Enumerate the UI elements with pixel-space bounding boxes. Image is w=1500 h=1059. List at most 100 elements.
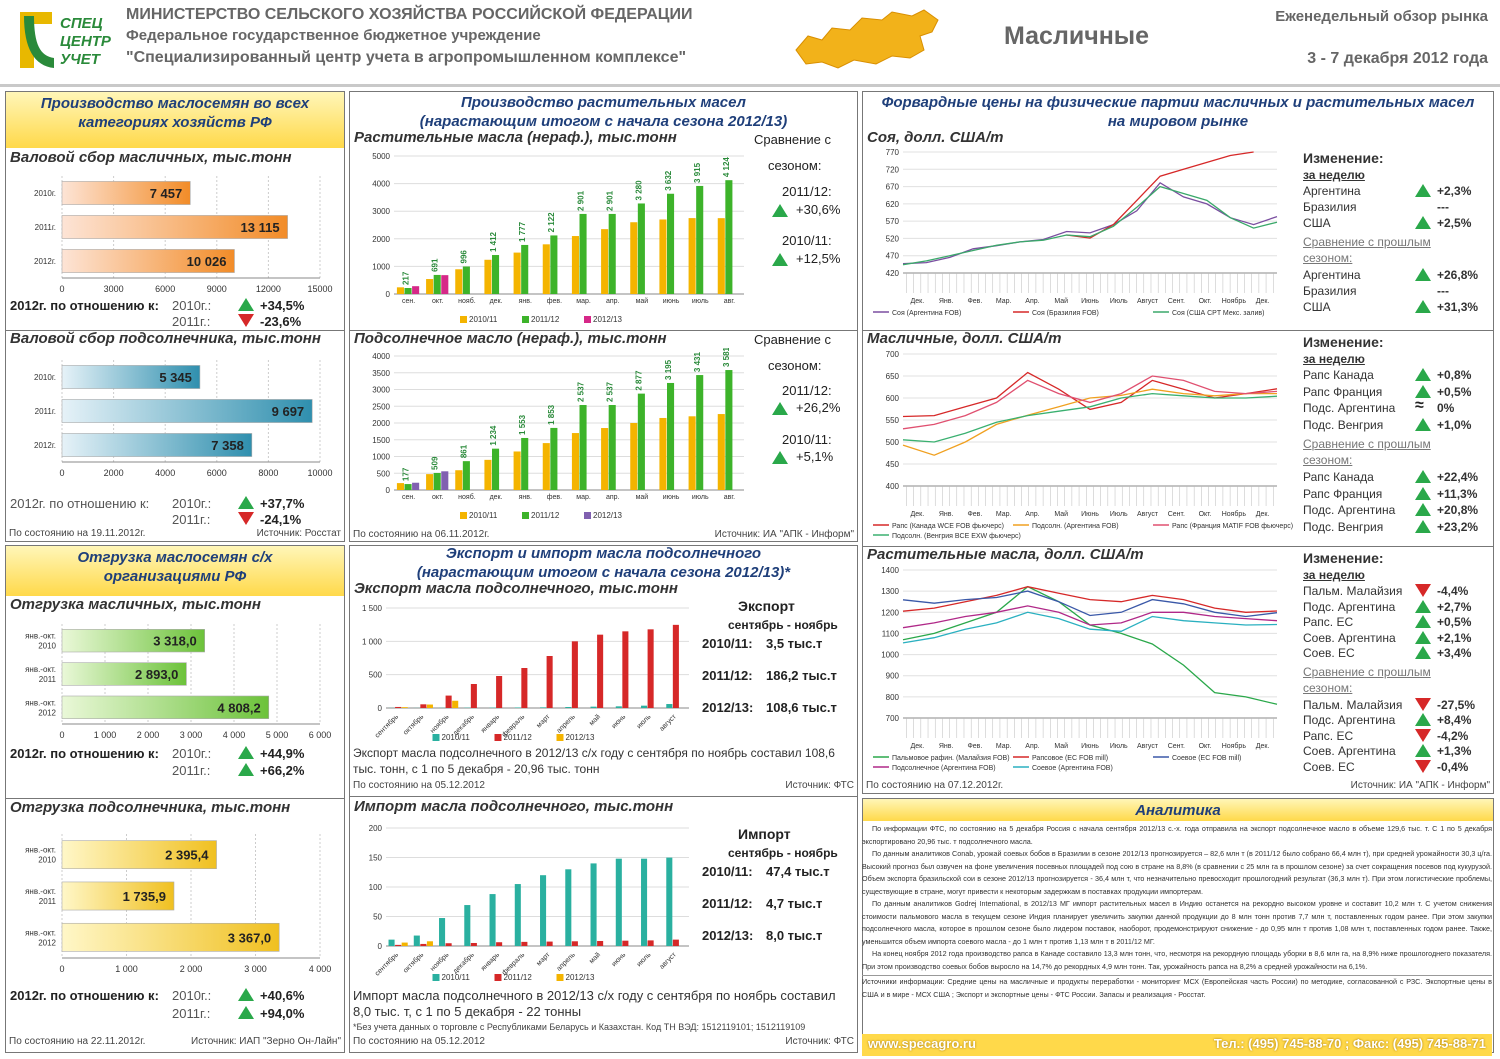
compare-value: +37,7%	[260, 496, 305, 511]
tick-label: 650	[886, 372, 900, 381]
legend-swatch	[522, 512, 529, 519]
tick-label: 4000	[155, 468, 175, 478]
change-value: -27,5%	[1437, 697, 1476, 712]
change-value: +20,8%	[1437, 503, 1479, 517]
category-label: июнь	[611, 951, 628, 968]
chart-svg: 0 2000 4000 6000 8000 10000 2010г. 5 345 2011г. 9…	[34, 360, 333, 478]
footnote: *Без учета данных о торговле с Республик…	[353, 1022, 806, 1032]
category-label: июнь	[663, 298, 680, 305]
category-label: дек.	[490, 298, 503, 305]
category-label: август	[658, 951, 678, 971]
data-label: 3 431	[693, 351, 702, 372]
category-label: 2010	[38, 642, 56, 651]
tick-label: 5000	[372, 152, 390, 161]
summary-heading: Импорт	[738, 826, 791, 842]
panel-title-line: на мировом рынке	[1107, 113, 1249, 130]
compare-2010: 2010г.:	[172, 496, 212, 511]
data-label: 9 697	[272, 404, 305, 419]
category-label: март	[536, 951, 553, 968]
change-item: Рапс. ЕС	[1303, 728, 1354, 743]
change-value: -4,2%	[1437, 728, 1469, 743]
up-arrow-icon	[1415, 417, 1431, 431]
bar	[404, 288, 412, 294]
org-line-3: "Специализированный центр учета в агропр…	[126, 49, 687, 66]
tick-label: 4000	[372, 352, 390, 361]
chart-veg-oil-production: 0 1000 2000 3000 4000 5000 сен. окт. нояб. дек. ян…	[350, 148, 750, 328]
summary-value: 3,5 тыс.т	[766, 636, 823, 651]
bar	[470, 942, 477, 946]
change-value: +1,3%	[1437, 744, 1472, 758]
change-value: ---	[1437, 284, 1449, 298]
compare-value: +40,6%	[260, 988, 305, 1003]
state-date: По состоянию на 19.11.2012г.	[9, 528, 146, 539]
change-heading: Изменение:	[1303, 334, 1384, 350]
change-value: +2,7%	[1437, 599, 1472, 614]
chart-sunflower-oil-production: 0 500 1000 1500 2000 2500 3000 3500 4000 сен. окт.…	[350, 346, 750, 524]
bar	[413, 935, 420, 946]
month-label: Май	[1054, 742, 1068, 750]
month-label: Май	[1054, 297, 1068, 305]
state-date: По состоянию на 22.11.2012г.	[9, 1036, 146, 1047]
legend-swatch	[494, 974, 502, 981]
data-label: 3 195	[664, 359, 673, 380]
chart-svg: 0 1000 2000 3000 4000 5000 сен. окт. нояб. дек. ян…	[372, 152, 744, 324]
change-item: Рапс Франция	[1303, 486, 1383, 501]
bar	[540, 707, 547, 708]
data-label: 177	[401, 467, 410, 481]
month-label: Дек.	[911, 511, 925, 518]
season-2010-11: 2010/11:	[782, 432, 832, 447]
russia-map-icon	[795, 9, 939, 69]
bar	[61, 249, 235, 273]
contacts: Тел.: (495) 745-88-70 ; Факс: (495) 745-…	[1213, 1036, 1486, 1051]
site-link[interactable]: www.specagro.ru	[868, 1036, 976, 1051]
change-value: +22,4%	[1437, 470, 1479, 484]
category-label: окт.	[432, 298, 443, 305]
change-value: ---	[1437, 200, 1449, 214]
change-value: -4,4%	[1437, 584, 1469, 598]
data-label: 1 853	[547, 404, 556, 425]
tick-label: 770	[886, 148, 900, 157]
category-label: апр.	[606, 298, 620, 305]
panel-title: Аналитика	[863, 799, 1493, 821]
tick-label: 500	[377, 469, 391, 478]
change-item: Подс. Аргентина	[1303, 401, 1396, 415]
change-item: США	[1303, 216, 1331, 230]
change-item: Пальм. Малайзия	[1303, 584, 1403, 598]
bar	[615, 858, 622, 946]
compare-value: +12,5%	[796, 251, 841, 266]
chart-export: 0 500 1 000 1 500 сентябрь октябрь ноябрь декаб…	[350, 598, 695, 746]
change-value: +31,3%	[1437, 300, 1479, 314]
bar	[441, 471, 449, 490]
panel-forward-prices: Форвардные цены на физические партии мас…	[862, 91, 1494, 794]
bar	[696, 375, 704, 490]
legend-label: Соя (США CPT Мекс. залив)	[1172, 310, 1264, 317]
month-label: Дек.	[1256, 298, 1270, 305]
bar	[462, 266, 470, 294]
bar	[426, 474, 434, 490]
category-label: янв.-окт.	[25, 632, 56, 641]
month-label: Мар.	[996, 298, 1012, 305]
tick-label: 620	[886, 200, 900, 209]
bar	[571, 641, 578, 708]
soy-change-block: Изменение: за неделю Аргентина +2,3% Бразили…	[1303, 146, 1493, 332]
change-item: Аргентина	[1303, 184, 1361, 198]
month-label: Окт.	[1199, 298, 1212, 305]
category-label: май	[587, 713, 602, 728]
month-label: Фев.	[967, 743, 982, 750]
month-label: Окт.	[1199, 511, 1212, 518]
chart-subtitle: Валовой сбор подсолнечника, тыс.тонн	[10, 330, 321, 347]
data-label: 4 808,2	[217, 700, 260, 715]
legend-swatch	[494, 734, 502, 741]
data-label: 2 893,0	[135, 667, 178, 682]
bar	[426, 941, 433, 946]
bar	[395, 944, 402, 946]
bar	[637, 203, 645, 294]
source: Источник: ФТС	[785, 1036, 854, 1047]
logo: СПЕЦ ЦЕНТР УЧЕТ	[20, 12, 112, 68]
compare-value: +30,6%	[796, 202, 841, 217]
bar	[396, 483, 404, 490]
chart-soy-prices: 420 470 520 570 620 670 720 770 Дек. Янв. Фев. Мар.…	[863, 146, 1297, 331]
legend-swatch	[584, 316, 591, 323]
month-label: Июль	[1110, 743, 1128, 750]
up-arrow-icon	[772, 253, 788, 266]
